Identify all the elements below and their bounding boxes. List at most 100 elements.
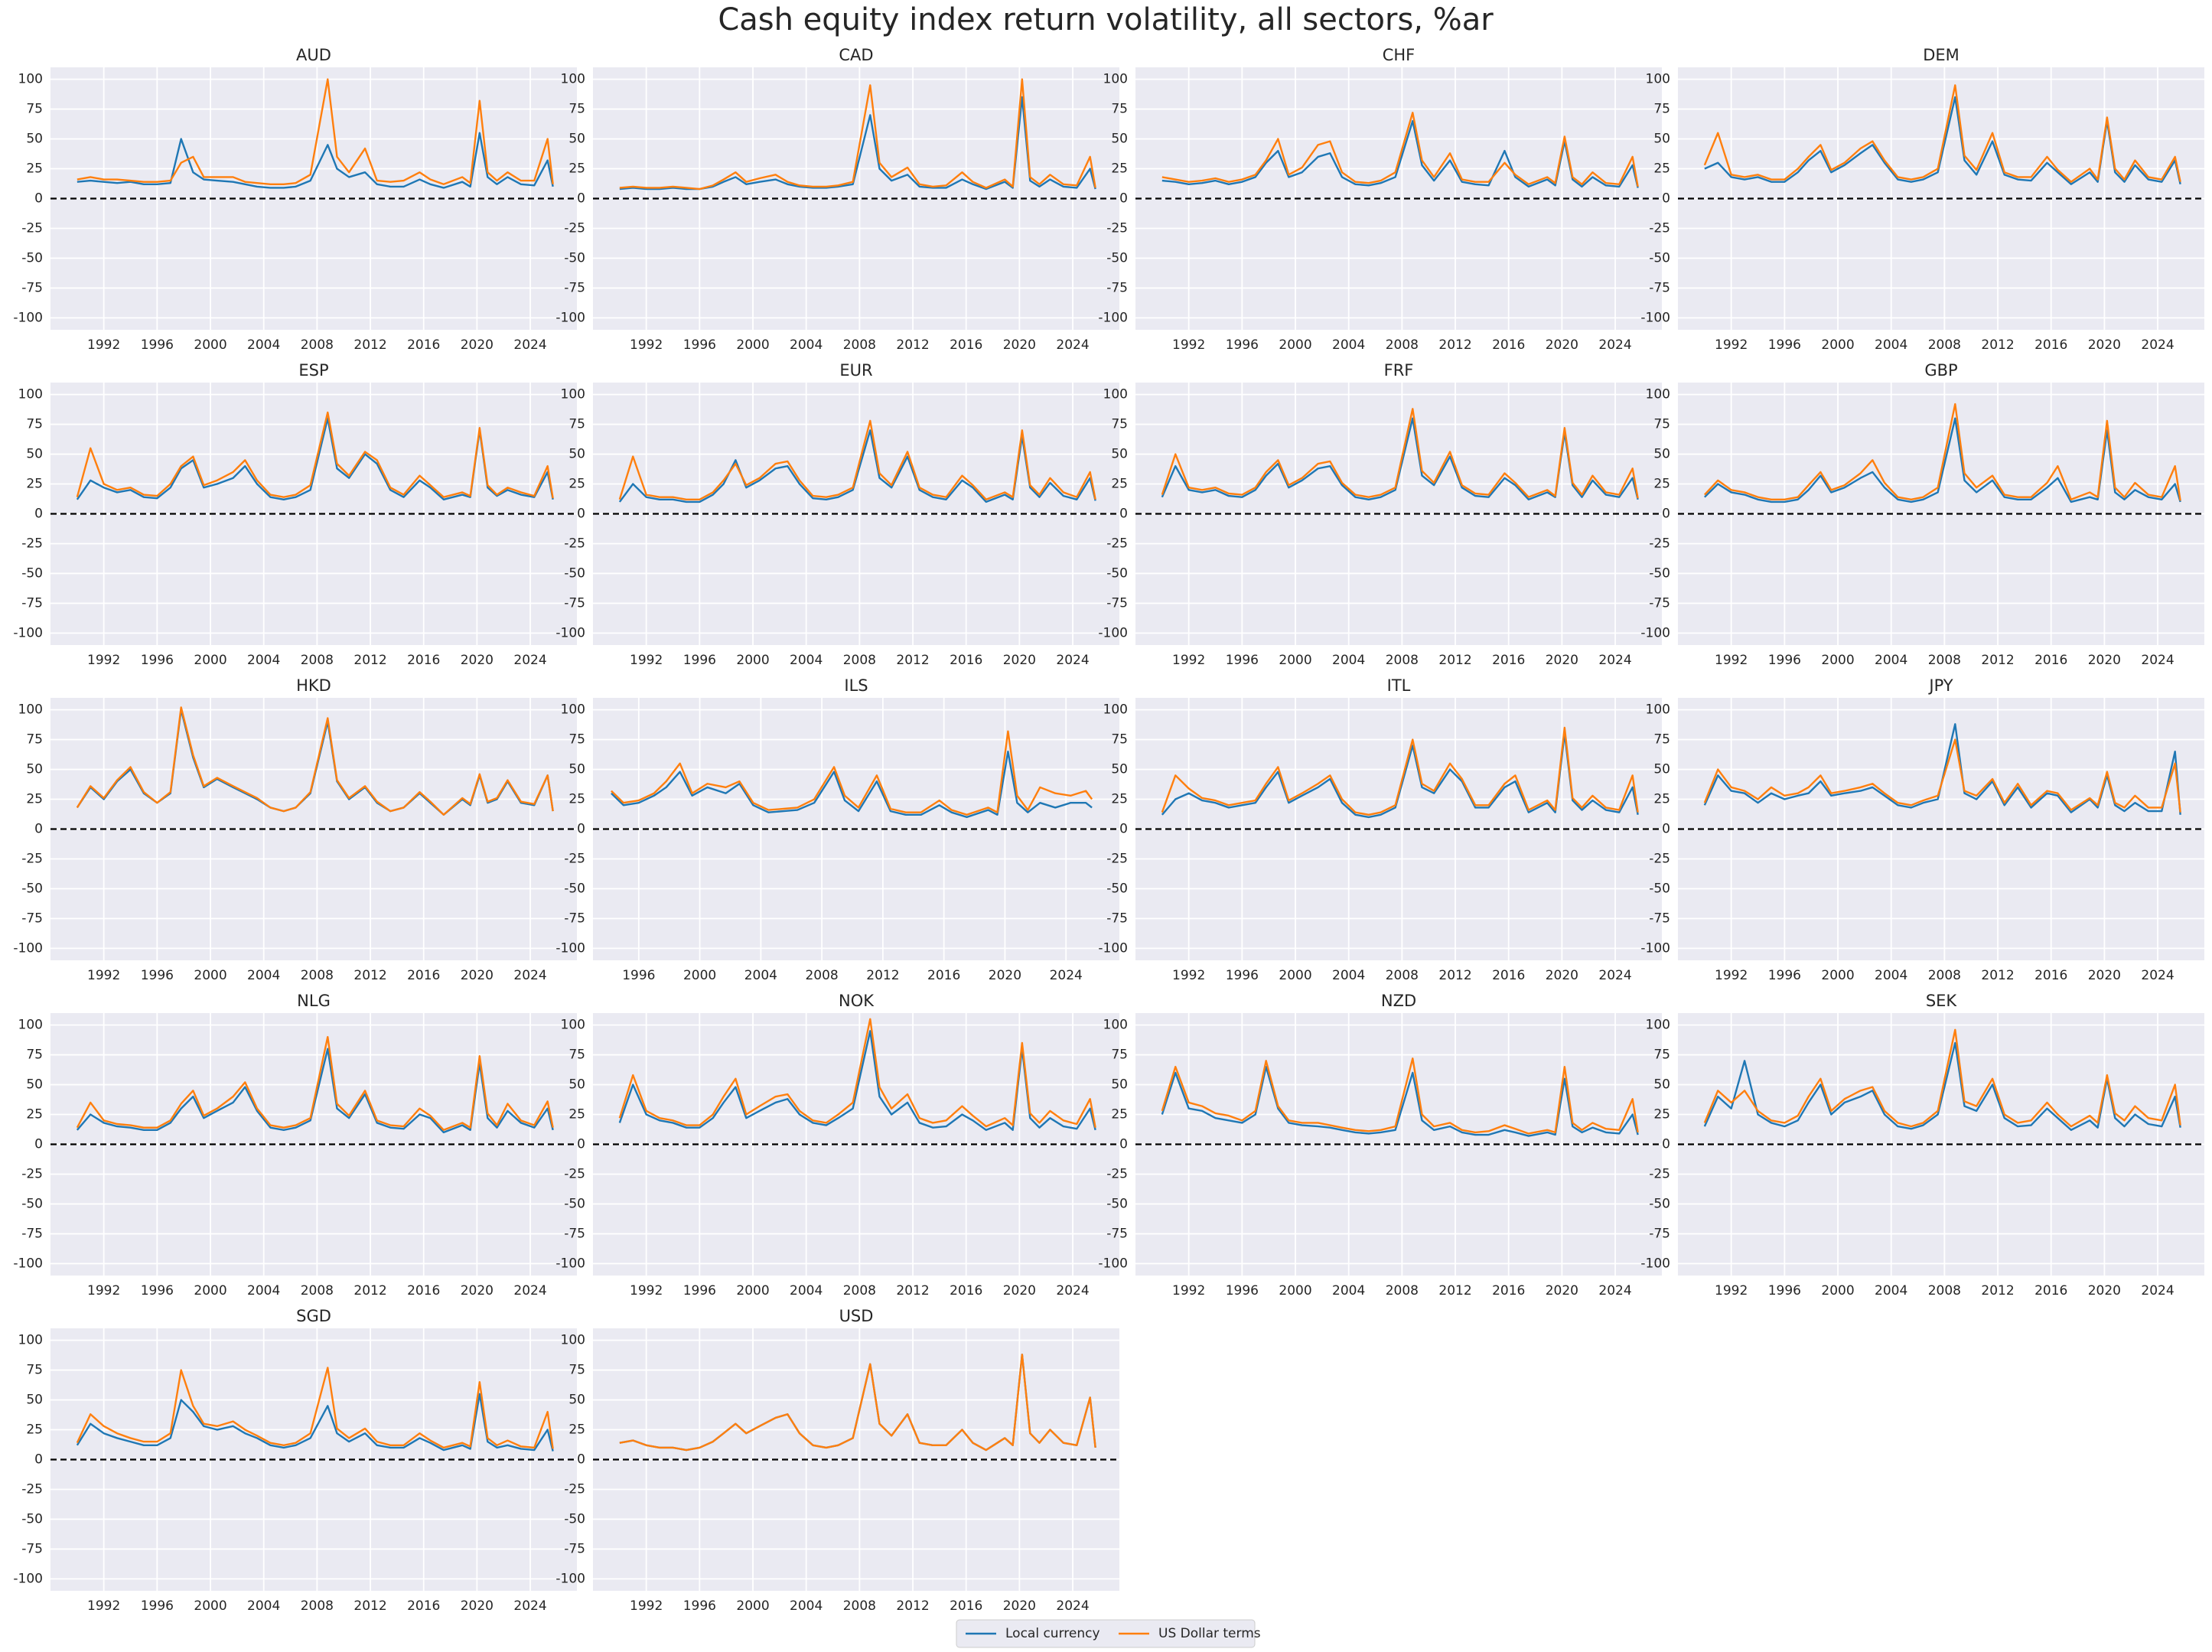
y-tick-label: -50	[21, 881, 43, 896]
y-tick-label: -100	[1640, 940, 1670, 956]
y-tick-label: -100	[1640, 625, 1670, 640]
x-tick-label: 1992	[87, 337, 120, 353]
x-tick-label: 2008	[843, 1598, 876, 1614]
panel-title: HKD	[296, 676, 331, 695]
x-tick-label: 2004	[790, 653, 823, 668]
legend-label: US Dollar terms	[1158, 1626, 1261, 1641]
y-tick-label: -100	[1098, 940, 1128, 956]
panel-title: USD	[839, 1307, 874, 1325]
y-tick-label: -50	[21, 250, 43, 266]
panel: -100 -75 -50 -25 0 25 50 75 100 1992 1996 2000 2004 2…	[13, 992, 577, 1298]
panel: -100 -75 -50 -25 0 25 50 75 100 1992 1996 2000 2004 2…	[555, 992, 1119, 1298]
x-tick-label: 2004	[1875, 653, 1907, 668]
x-tick-label: 2000	[1821, 968, 1854, 983]
y-tick-label: 50	[26, 132, 43, 147]
x-tick-label: 2016	[950, 1283, 982, 1298]
y-tick-label: 50	[1653, 132, 1670, 147]
series-line	[76, 411, 554, 499]
x-tick-label: 2012	[896, 653, 929, 668]
y-tick-label: -100	[1640, 310, 1670, 325]
y-tick-label: -75	[1106, 1226, 1128, 1241]
panel-title: ILS	[844, 676, 868, 695]
panel-title: FRF	[1384, 361, 1414, 380]
y-tick-label: -50	[564, 881, 585, 896]
x-tick-label: 2000	[194, 337, 226, 353]
y-tick-label: 25	[1653, 161, 1670, 177]
y-tick-label: -50	[1649, 1196, 1670, 1211]
x-tick-label: 2024	[513, 653, 546, 668]
y-tick-label: -50	[1106, 1196, 1128, 1211]
x-tick-label: 2008	[1386, 1283, 1419, 1298]
y-tick-label: 0	[1119, 191, 1128, 207]
x-tick-label: 2024	[513, 1598, 546, 1614]
panel: -100 -75 -50 -25 0 25 50 75 100 1992 1996 2000 2004 2…	[1640, 992, 2204, 1298]
x-tick-label: 2008	[1386, 337, 1419, 353]
x-tick-label: 2004	[247, 1598, 280, 1614]
y-tick-label: 0	[34, 1452, 43, 1468]
y-tick-label: -75	[1649, 280, 1670, 295]
x-tick-label: 1992	[630, 1598, 663, 1614]
y-tick-label: -50	[1106, 250, 1128, 266]
y-tick-label: -25	[564, 1481, 585, 1497]
series-line	[618, 419, 1096, 500]
x-tick-label: 2004	[247, 337, 280, 353]
x-tick-label: 2008	[301, 1283, 334, 1298]
x-tick-label: 2024	[2141, 653, 2174, 668]
x-tick-label: 1996	[1768, 653, 1801, 668]
x-tick-label: 2008	[843, 1283, 876, 1298]
x-tick-label: 2016	[1492, 968, 1525, 983]
y-tick-label: 75	[1653, 417, 1670, 432]
y-tick-label: 75	[568, 732, 585, 748]
y-tick-label: -75	[564, 280, 585, 295]
x-tick-label: 2020	[1003, 1283, 1036, 1298]
x-tick-label: 2012	[896, 1283, 929, 1298]
panel: -100 -75 -50 -25 0 25 50 75 100 1992 1996 2000 2004 2…	[1098, 46, 1662, 353]
y-tick-label: 25	[1653, 477, 1670, 492]
x-tick-label: 2008	[843, 653, 876, 668]
y-tick-label: 0	[34, 191, 43, 207]
x-tick-label: 2000	[736, 337, 769, 353]
x-tick-label: 2008	[301, 968, 334, 983]
y-tick-label: -25	[1649, 536, 1670, 551]
x-tick-label: 2004	[1332, 337, 1365, 353]
y-tick-label: -75	[1106, 911, 1128, 926]
y-tick-label: -25	[21, 536, 43, 551]
series-line	[1703, 738, 2181, 813]
y-tick-label: 50	[568, 1077, 585, 1093]
x-tick-label: 2016	[2034, 337, 2067, 353]
y-tick-label: -25	[1649, 220, 1670, 236]
x-tick-label: 2004	[790, 1283, 823, 1298]
x-tick-label: 2000	[736, 653, 769, 668]
y-tick-label: -75	[1649, 595, 1670, 611]
x-tick-label: 2004	[744, 968, 777, 983]
y-tick-label: -50	[1649, 881, 1670, 896]
y-tick-label: -100	[13, 310, 43, 325]
y-tick-label: -100	[1098, 310, 1128, 325]
y-tick-label: 100	[18, 72, 43, 87]
series-line	[76, 1367, 554, 1449]
panel: -100 -75 -50 -25 0 25 50 75 100 1992 1996 2000 2004 2…	[1640, 676, 2204, 983]
series-line	[1161, 408, 1639, 499]
x-tick-label: 2024	[1598, 337, 1631, 353]
y-tick-label: 25	[568, 477, 585, 492]
panel-title: GBP	[1924, 361, 1957, 380]
y-tick-label: 100	[1103, 1018, 1128, 1033]
y-tick-label: -25	[1649, 1166, 1670, 1181]
panel: -100 -75 -50 -25 0 25 50 75 100 1992 1996 2000 2004 2…	[1098, 676, 1662, 983]
x-tick-label: 1992	[1172, 653, 1205, 668]
x-tick-label: 2020	[2088, 1283, 2121, 1298]
y-tick-label: 0	[1662, 507, 1670, 522]
panel: -100 -75 -50 -25 0 25 50 75 100 1992 1996 2000 2004 2…	[1640, 361, 2204, 668]
x-tick-label: 2012	[353, 1598, 386, 1614]
x-tick-label: 2012	[1438, 653, 1471, 668]
y-tick-label: -25	[21, 220, 43, 236]
x-tick-label: 2008	[301, 1598, 334, 1614]
y-tick-label: 100	[561, 1018, 585, 1033]
y-tick-label: -75	[1649, 1226, 1670, 1241]
x-tick-label: 2020	[989, 968, 1021, 983]
figure-title: Cash equity index return volatility, all…	[718, 2, 1494, 37]
x-tick-label: 1996	[141, 337, 174, 353]
y-tick-label: 75	[568, 1363, 585, 1378]
y-tick-label: 25	[1653, 792, 1670, 807]
